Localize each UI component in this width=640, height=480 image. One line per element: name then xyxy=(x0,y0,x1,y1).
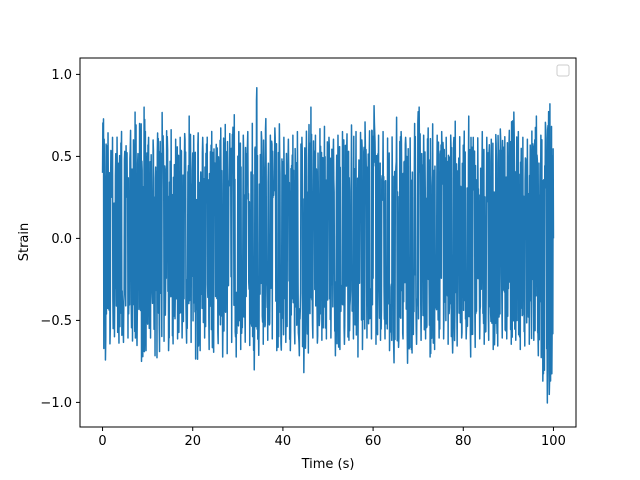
x-tick-label: 20 xyxy=(184,434,201,449)
y-tick-label: −1.0 xyxy=(40,396,72,411)
plot-frame xyxy=(79,57,577,428)
series-line xyxy=(101,87,555,404)
x-ticks: 0 20 40 60 80 100 xyxy=(98,427,566,449)
series-layer xyxy=(101,87,555,404)
y-ticks: −1.0 −0.5 0.0 0.5 1.0 xyxy=(40,68,80,411)
x-tick-label: 40 xyxy=(275,434,292,449)
y-axis-label: Strain xyxy=(17,223,32,262)
y-tick-label: 0.5 xyxy=(51,150,72,165)
y-tick-label: 1.0 xyxy=(51,68,72,83)
y-tick-label: 0.0 xyxy=(51,232,72,247)
legend-box xyxy=(556,64,570,77)
x-tick-label: 100 xyxy=(541,434,566,449)
x-tick-label: 80 xyxy=(455,434,472,449)
x-axis-label: Time (s) xyxy=(301,457,355,472)
x-tick-label: 0 xyxy=(98,434,106,449)
x-tick-label: 60 xyxy=(365,434,382,449)
y-tick-label: −0.5 xyxy=(40,314,72,329)
